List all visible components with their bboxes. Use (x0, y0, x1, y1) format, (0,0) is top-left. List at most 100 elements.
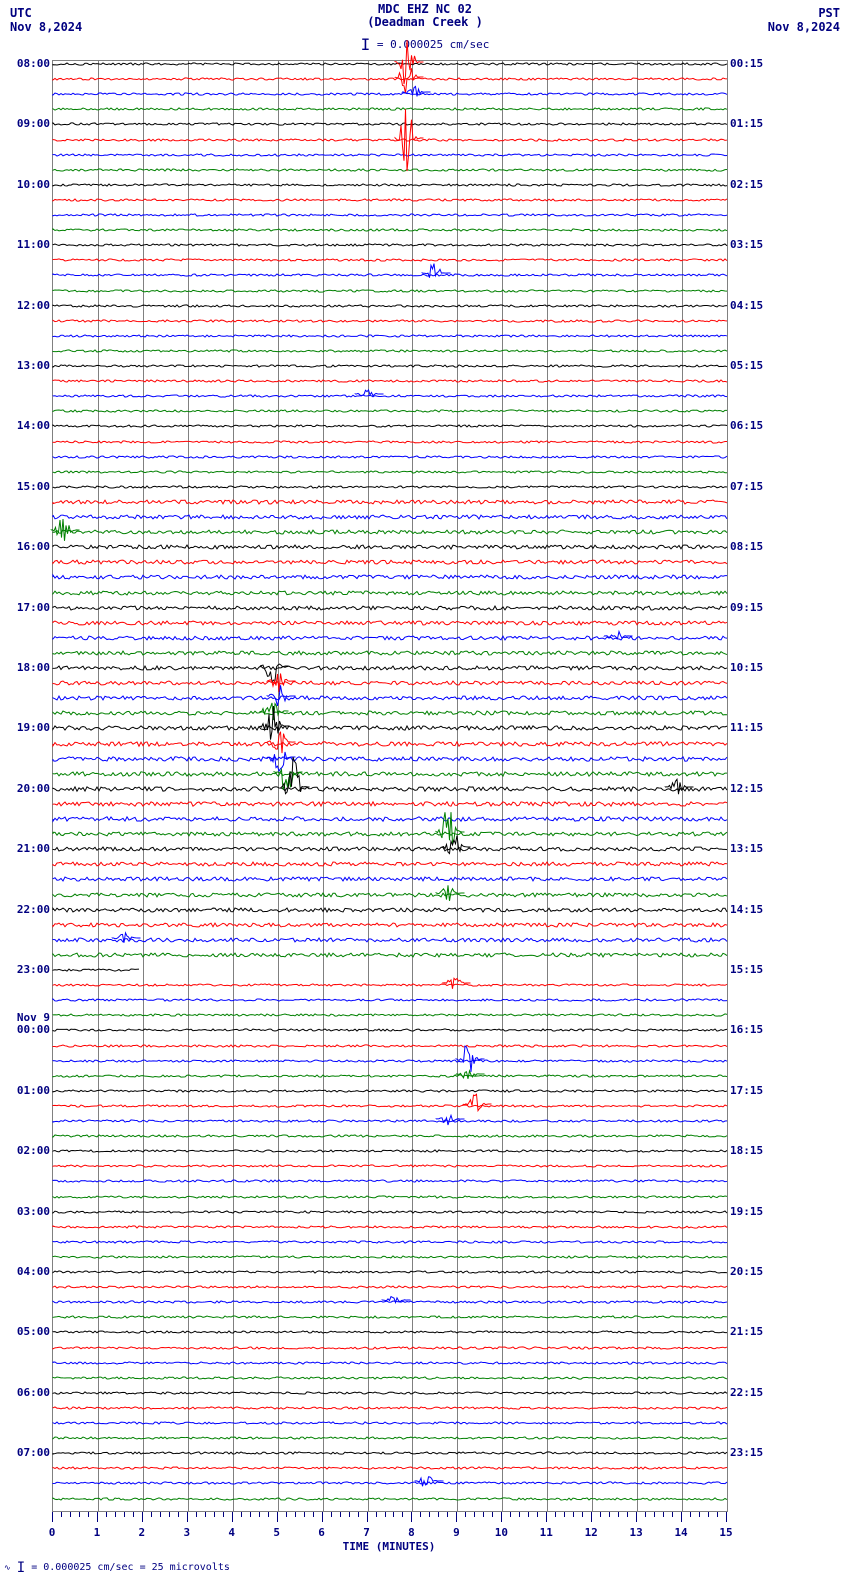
x-tick-minor (699, 1512, 700, 1517)
seismic-trace (53, 255, 727, 265)
x-tick-minor (241, 1512, 242, 1517)
x-tick-minor (250, 1512, 251, 1517)
seismic-trace (53, 950, 727, 960)
seismic-trace (53, 240, 727, 250)
seismic-trace (53, 708, 727, 718)
x-tick-minor (402, 1512, 403, 1517)
utc-time-label: 07:00 (2, 1446, 50, 1459)
utc-time-label: 08:00 (2, 57, 50, 70)
pst-time-label: 17:15 (730, 1084, 778, 1097)
seismogram-container: MDC EHZ NC 02 (Deadman Creek ) I = 0.000… (0, 0, 850, 1584)
seismic-trace (53, 1025, 727, 1035)
seismic-trace (53, 603, 727, 613)
seismic-trace (53, 1222, 727, 1232)
pst-time-label: 23:15 (730, 1446, 778, 1459)
x-axis-title: TIME (MINUTES) (343, 1540, 436, 1553)
x-tick-minor (259, 1512, 260, 1517)
seismic-trace (53, 1116, 727, 1126)
seismic-trace (53, 1373, 727, 1383)
seismic-trace (53, 723, 727, 733)
x-tick-minor (447, 1512, 448, 1517)
seismic-event (395, 103, 425, 177)
seismic-event (436, 883, 466, 907)
utc-time-label: 03:00 (2, 1205, 50, 1218)
seismic-trace (53, 1343, 727, 1353)
seismic-trace (53, 135, 727, 145)
seismic-event (281, 752, 311, 826)
seismic-trace (53, 346, 727, 356)
x-tick-minor (645, 1512, 646, 1517)
seismic-event (442, 975, 472, 995)
x-tick-major (187, 1512, 188, 1522)
x-tick-label: 9 (453, 1526, 460, 1539)
x-tick-minor (79, 1512, 80, 1517)
x-tick-minor (151, 1512, 152, 1517)
x-tick-minor (295, 1512, 296, 1517)
seismic-event (112, 932, 142, 948)
seismic-trace (53, 769, 727, 779)
x-tick-label: 3 (183, 1526, 190, 1539)
x-tick-major (501, 1512, 502, 1522)
seismic-trace (53, 180, 727, 190)
seismic-trace (53, 1448, 727, 1458)
utc-time-label: 22:00 (2, 903, 50, 916)
x-tick-minor (510, 1512, 511, 1517)
pst-time-label: 03:15 (730, 238, 778, 251)
x-tick-minor (169, 1512, 170, 1517)
x-tick-label: 8 (408, 1526, 415, 1539)
pst-time-label: 18:15 (730, 1144, 778, 1157)
seismic-trace (53, 572, 727, 582)
seismic-event (51, 516, 81, 548)
x-tick-label: 13 (630, 1526, 643, 1539)
x-tick-label: 12 (585, 1526, 598, 1539)
x-tick-label: 10 (495, 1526, 508, 1539)
seismic-trace (53, 421, 727, 431)
utc-time-label: 00:00 (2, 1023, 50, 1036)
pst-time-label: 14:15 (730, 903, 778, 916)
utc-time-label: 04:00 (2, 1265, 50, 1278)
x-tick-minor (223, 1512, 224, 1517)
x-tick-major (367, 1512, 368, 1522)
utc-time-label: 21:00 (2, 842, 50, 855)
seismic-trace (53, 1267, 727, 1277)
x-tick-minor (717, 1512, 718, 1517)
x-tick-minor (672, 1512, 673, 1517)
x-tick-minor (600, 1512, 601, 1517)
utc-time-label: 23:00 (2, 963, 50, 976)
x-tick-label: 4 (228, 1526, 235, 1539)
x-tick-minor (690, 1512, 691, 1517)
x-tick-minor (474, 1512, 475, 1517)
seismic-trace (53, 1176, 727, 1186)
utc-time-label: 19:00 (2, 721, 50, 734)
seismic-trace (53, 74, 727, 84)
seismic-trace (53, 1101, 727, 1111)
seismic-trace (53, 829, 727, 839)
seismic-trace (53, 995, 727, 1005)
utc-time-label: 01:00 (2, 1084, 50, 1097)
footer-scale: ∿ I = 0.000025 cm/sec = 25 microvolts (4, 1560, 230, 1576)
x-tick-major (546, 1512, 547, 1522)
seismic-trace (53, 648, 727, 658)
seismic-event (456, 1066, 486, 1086)
pst-time-label: 11:15 (730, 721, 778, 734)
seismic-event (665, 777, 695, 801)
x-tick-minor (349, 1512, 350, 1517)
pst-time-label: 19:15 (730, 1205, 778, 1218)
seismic-trace (53, 119, 727, 129)
seismic-trace (53, 859, 727, 869)
x-tick-major (142, 1512, 143, 1522)
utc-time-label: 05:00 (2, 1325, 50, 1338)
x-tick-minor (268, 1512, 269, 1517)
pst-time-label: 13:15 (730, 842, 778, 855)
utc-time-label: 06:00 (2, 1386, 50, 1399)
seismic-trace (53, 663, 727, 673)
seismic-trace (53, 1131, 727, 1141)
day-boundary-label: Nov 9 (2, 1011, 50, 1024)
seismic-event (463, 1089, 493, 1123)
utc-time-label: 20:00 (2, 782, 50, 795)
x-tick-minor (627, 1512, 628, 1517)
x-tick-minor (573, 1512, 574, 1517)
seismic-event (442, 832, 472, 866)
seismic-event (382, 1294, 412, 1310)
x-tick-label: 1 (94, 1526, 101, 1539)
